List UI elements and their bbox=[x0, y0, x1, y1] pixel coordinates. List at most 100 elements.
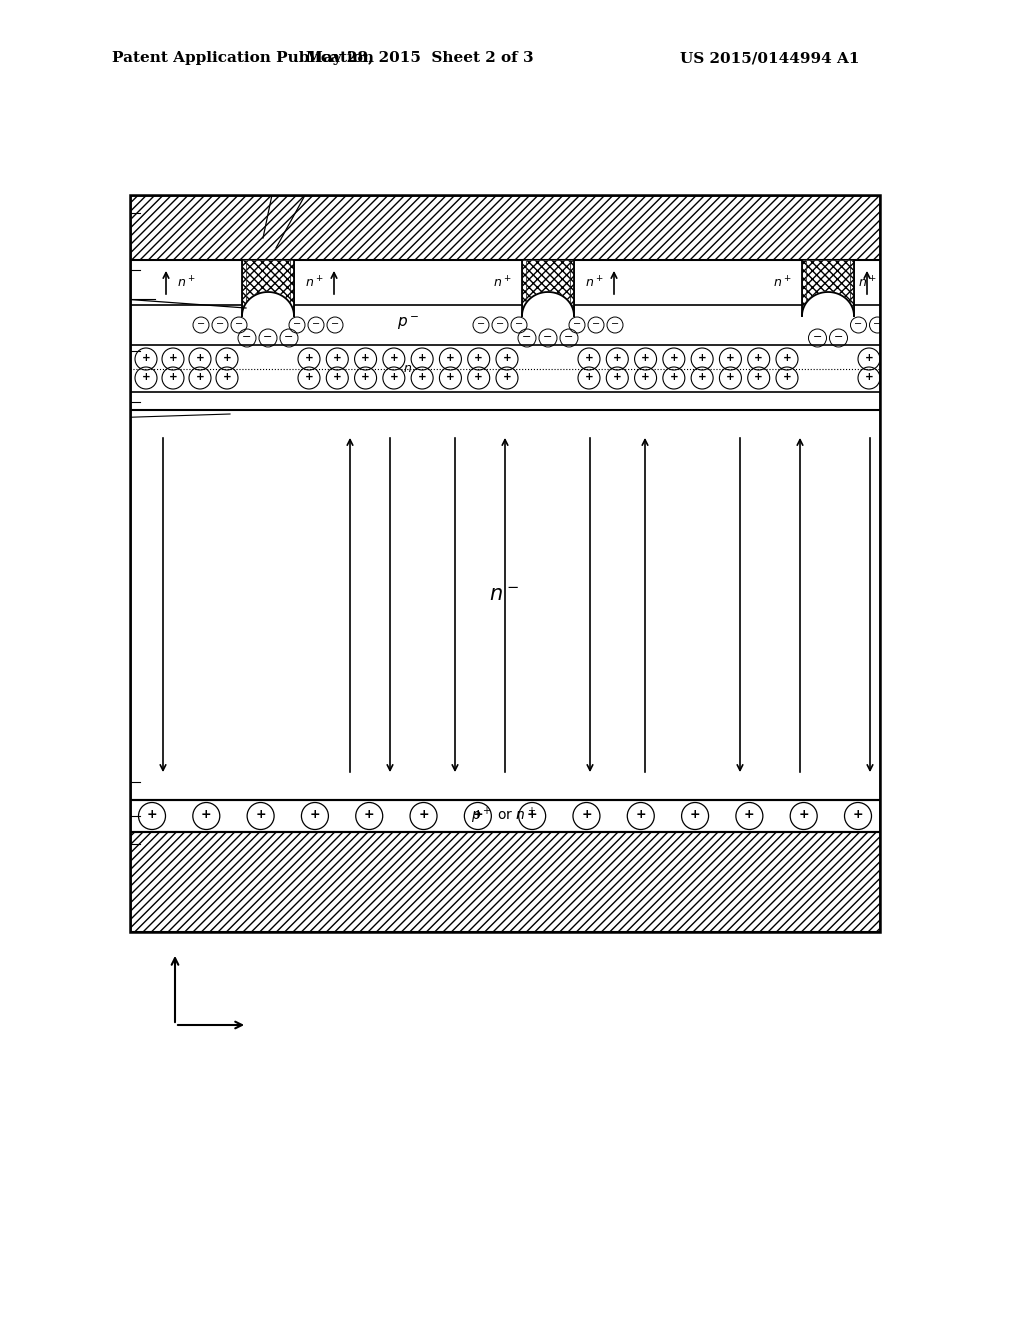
Text: +: + bbox=[418, 352, 427, 363]
Text: +: + bbox=[636, 808, 646, 821]
Bar bbox=[522, 260, 574, 312]
Text: +: + bbox=[864, 352, 873, 363]
Text: 10: 10 bbox=[105, 776, 122, 788]
Text: −: − bbox=[197, 319, 205, 329]
Text: +: + bbox=[744, 808, 755, 821]
Text: +: + bbox=[255, 808, 266, 821]
Text: +: + bbox=[196, 352, 205, 363]
Bar bbox=[130, 800, 880, 832]
Text: 52: 52 bbox=[87, 412, 104, 425]
Text: +: + bbox=[146, 808, 158, 821]
Text: $p^-$: $p^-$ bbox=[397, 314, 419, 331]
Text: +: + bbox=[582, 808, 592, 821]
Text: +: + bbox=[641, 372, 650, 381]
Text: $n^-$: $n^-$ bbox=[489, 585, 519, 605]
Text: +: + bbox=[503, 352, 511, 363]
Text: +: + bbox=[446, 372, 455, 381]
Text: −: − bbox=[293, 319, 301, 329]
Bar bbox=[130, 832, 880, 932]
Text: −: − bbox=[331, 319, 339, 329]
Text: $n^+$: $n^+$ bbox=[773, 275, 792, 290]
Text: +: + bbox=[333, 352, 342, 363]
Text: +: + bbox=[222, 352, 231, 363]
Text: +: + bbox=[361, 352, 370, 363]
Text: −: − bbox=[873, 319, 882, 329]
Text: +: + bbox=[782, 352, 792, 363]
Text: −: − bbox=[312, 319, 321, 329]
Text: −: − bbox=[834, 333, 843, 342]
Text: +: + bbox=[304, 352, 313, 363]
Bar bbox=[130, 411, 880, 800]
Text: +: + bbox=[169, 372, 177, 381]
Text: −: − bbox=[515, 319, 523, 329]
Text: x: x bbox=[252, 1020, 262, 1038]
Text: +: + bbox=[613, 372, 622, 381]
Bar bbox=[526, 260, 570, 312]
Bar bbox=[802, 260, 854, 312]
Bar bbox=[806, 260, 850, 312]
Text: +: + bbox=[755, 352, 763, 363]
Text: +: + bbox=[864, 372, 873, 381]
Text: −: − bbox=[285, 333, 294, 342]
Text: +: + bbox=[222, 372, 231, 381]
Text: +: + bbox=[585, 352, 593, 363]
Text: 60: 60 bbox=[105, 206, 122, 219]
Text: $n^+$: $n^+$ bbox=[585, 275, 603, 290]
Bar bbox=[130, 195, 880, 260]
Text: +: + bbox=[201, 808, 212, 821]
Text: +: + bbox=[697, 372, 707, 381]
Text: Patent Application Publication: Patent Application Publication bbox=[112, 51, 374, 65]
Text: −: − bbox=[216, 319, 224, 329]
Text: +: + bbox=[418, 372, 427, 381]
Bar bbox=[242, 260, 294, 341]
Text: US 2015/0144994 A1: US 2015/0144994 A1 bbox=[680, 51, 859, 65]
Text: +: + bbox=[670, 352, 678, 363]
Text: +: + bbox=[446, 352, 455, 363]
Text: +: + bbox=[503, 372, 511, 381]
Text: +: + bbox=[670, 372, 678, 381]
Text: US 2015/0144994 A1: US 2015/0144994 A1 bbox=[680, 51, 859, 65]
Bar bbox=[526, 260, 570, 312]
Text: 70: 70 bbox=[105, 837, 122, 850]
Text: +: + bbox=[304, 372, 313, 381]
Text: $p^+$ or $n^+$: $p^+$ or $n^+$ bbox=[471, 805, 537, 826]
Text: +: + bbox=[690, 808, 700, 821]
Text: +: + bbox=[389, 372, 398, 381]
Text: $n^+$: $n^+$ bbox=[305, 275, 324, 290]
Text: +: + bbox=[853, 808, 863, 821]
Text: +: + bbox=[697, 352, 707, 363]
Text: −: − bbox=[611, 319, 620, 329]
Text: $n$: $n$ bbox=[403, 362, 413, 375]
Text: +: + bbox=[585, 372, 593, 381]
Text: −: − bbox=[544, 333, 553, 342]
Text: −: − bbox=[813, 333, 822, 342]
Text: +: + bbox=[641, 352, 650, 363]
Text: −: − bbox=[522, 333, 531, 342]
Bar bbox=[130, 195, 880, 932]
Polygon shape bbox=[802, 292, 854, 315]
Text: z: z bbox=[157, 940, 166, 958]
Text: +: + bbox=[309, 808, 321, 821]
Text: +: + bbox=[364, 808, 375, 821]
Polygon shape bbox=[242, 292, 294, 315]
Text: +: + bbox=[196, 372, 205, 381]
Text: +: + bbox=[389, 352, 398, 363]
Text: −: − bbox=[592, 319, 600, 329]
Text: −: − bbox=[854, 319, 862, 329]
Text: +: + bbox=[726, 372, 735, 381]
Text: −: − bbox=[263, 333, 272, 342]
Bar bbox=[130, 260, 880, 392]
Text: +: + bbox=[726, 352, 735, 363]
Text: 40: 40 bbox=[105, 345, 122, 358]
Text: +: + bbox=[333, 372, 342, 381]
Text: +: + bbox=[472, 808, 483, 821]
Text: 51a: 51a bbox=[81, 292, 106, 305]
Text: +: + bbox=[613, 352, 622, 363]
Text: −: − bbox=[477, 319, 485, 329]
Text: +: + bbox=[361, 372, 370, 381]
Text: $n^+$: $n^+$ bbox=[858, 275, 877, 290]
Text: +: + bbox=[526, 808, 538, 821]
Text: 51c: 51c bbox=[270, 131, 294, 144]
Bar bbox=[246, 260, 290, 312]
Text: +: + bbox=[169, 352, 177, 363]
